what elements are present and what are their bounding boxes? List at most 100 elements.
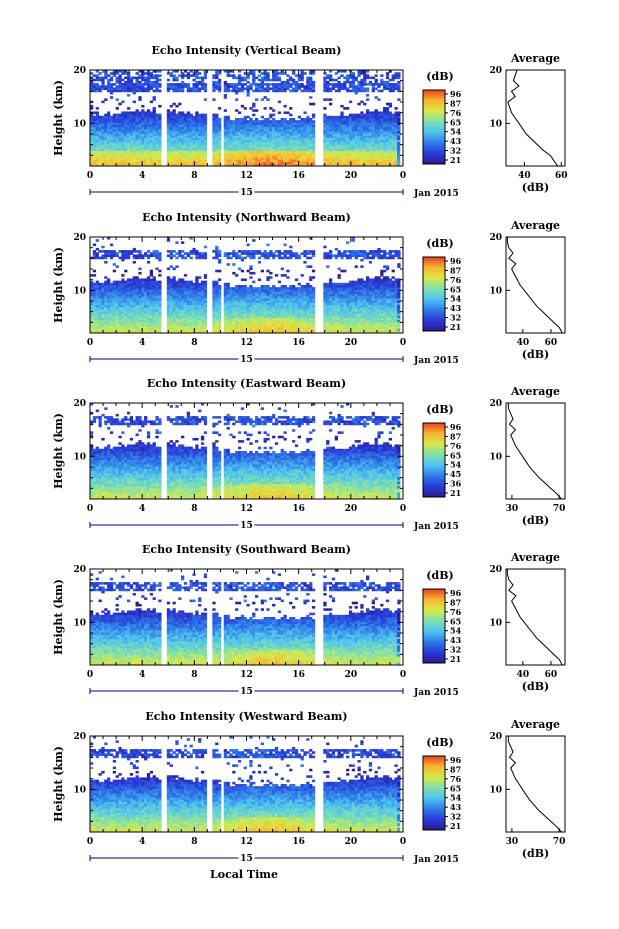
heatmap-cell xyxy=(311,152,316,156)
heatmap-cell xyxy=(115,313,119,316)
heatmap-cell xyxy=(326,98,330,101)
heatmap-cell xyxy=(124,111,128,115)
heatmap-cell xyxy=(274,133,279,136)
heatmap-cell xyxy=(155,159,159,163)
heatmap-cell xyxy=(232,328,236,332)
heatmap-cell xyxy=(300,150,304,154)
heatmap-cell xyxy=(203,148,208,152)
heatmap-cell xyxy=(200,256,205,260)
heatmap-cell xyxy=(374,146,378,149)
heatmap-cell xyxy=(181,72,185,75)
heatmap-cell xyxy=(121,289,125,292)
heatmap-cell xyxy=(198,276,202,279)
heatmap-cell xyxy=(200,124,205,128)
heatmap-cell xyxy=(189,113,193,117)
heatmap-cell xyxy=(181,278,185,282)
heatmap-cell xyxy=(232,319,236,323)
heatmap-cell xyxy=(175,265,179,268)
heatmap-cell xyxy=(394,148,398,152)
heatmap-cell xyxy=(152,291,156,295)
heatmap-cell xyxy=(260,115,264,119)
heatmap-cell xyxy=(189,157,193,160)
heatmap-cell xyxy=(280,85,284,88)
heatmap-cell xyxy=(112,113,117,117)
heatmap-cell xyxy=(144,287,148,290)
heatmap-cell xyxy=(115,115,119,119)
heatmap-cell xyxy=(126,328,131,332)
heatmap-cell xyxy=(249,107,253,110)
heatmap-cell xyxy=(101,146,105,149)
heatmap-cell xyxy=(309,163,313,167)
heatmap-cell xyxy=(223,150,227,154)
heatmap-cell xyxy=(203,163,208,167)
heatmap-cell xyxy=(226,155,230,158)
heatmap-cell xyxy=(138,282,142,286)
heatmap-cell xyxy=(189,322,193,325)
heatmap-cell xyxy=(232,148,236,152)
heatmap-cell xyxy=(203,293,208,297)
heatmap-cell xyxy=(90,319,94,323)
heatmap-cell xyxy=(146,300,151,303)
heatmap-cell xyxy=(149,328,153,332)
heatmap-cell xyxy=(223,159,227,163)
heatmap-cell xyxy=(144,163,148,167)
heatmap-cell xyxy=(203,326,208,330)
heatmap-cell xyxy=(240,287,245,290)
heatmap-cell xyxy=(135,152,139,156)
heatmap-cell xyxy=(232,83,236,86)
heatmap-cell xyxy=(195,252,199,255)
heatmap-cell xyxy=(95,85,99,88)
heatmap-cell xyxy=(249,326,253,330)
heatmap-cell xyxy=(138,319,142,323)
heatmap-cell xyxy=(266,148,270,152)
heatmap-cell xyxy=(334,131,338,134)
heatmap-cell xyxy=(186,295,190,299)
heatmap-cell xyxy=(274,135,279,139)
heatmap-cell xyxy=(303,85,307,88)
heatmap-cell xyxy=(90,142,94,145)
heatmap-cell xyxy=(118,87,122,91)
heatmap-cell xyxy=(175,241,179,244)
heatmap-cell xyxy=(311,148,316,152)
heatmap-cell xyxy=(95,256,99,260)
colorbar-segment xyxy=(423,103,445,106)
heatmap-cell xyxy=(232,159,236,163)
heatmap-cell xyxy=(141,139,145,143)
heatmap-cell xyxy=(112,133,117,136)
heatmap-cell xyxy=(132,319,136,323)
heatmap-cell xyxy=(309,133,313,136)
heatmap-cell xyxy=(286,133,290,136)
heatmap-cell xyxy=(249,144,253,147)
heatmap-cell xyxy=(374,74,378,77)
colorbar-segment xyxy=(423,120,445,123)
heatmap-cell xyxy=(266,309,270,312)
heatmap-cell xyxy=(323,155,327,158)
heatmap-cell xyxy=(354,133,358,136)
heatmap-cell xyxy=(232,298,236,301)
heatmap-cell xyxy=(195,120,199,123)
heatmap-cell xyxy=(212,298,216,301)
heatmap-cell xyxy=(200,113,205,117)
heatmap-cell xyxy=(129,280,134,284)
heatmap-cell xyxy=(343,76,347,80)
heatmap-cell xyxy=(172,280,176,284)
heatmap-cell xyxy=(118,150,122,154)
heatmap-cell xyxy=(380,80,384,84)
heatmap-cell xyxy=(152,142,156,145)
heatmap-cell xyxy=(144,302,148,306)
heatmap-cell xyxy=(172,159,176,163)
heatmap-cell xyxy=(351,76,356,80)
heatmap-cell xyxy=(374,152,378,156)
heatmap-cell xyxy=(129,155,134,158)
heatmap-cell xyxy=(371,131,375,134)
heatmap-cell xyxy=(218,298,222,301)
heatmap-cell xyxy=(107,278,111,282)
heatmap-cell xyxy=(337,146,341,149)
heatmap-cell xyxy=(374,144,378,147)
heatmap-cell xyxy=(198,137,202,141)
heatmap-cell xyxy=(243,146,247,149)
heatmap-cell xyxy=(141,163,145,167)
heatmap-cell xyxy=(215,287,219,290)
heatmap-cell xyxy=(212,83,216,86)
heatmap-cell xyxy=(121,313,125,316)
